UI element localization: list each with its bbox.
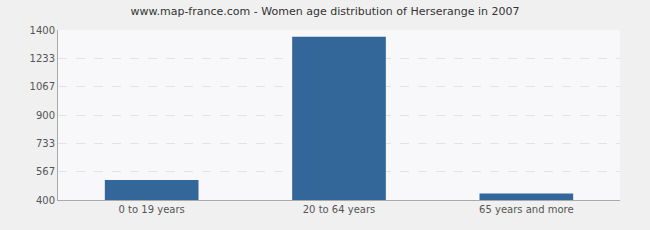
svg-text:65 years and more: 65 years and more — [479, 204, 574, 215]
svg-text:567: 567 — [36, 166, 55, 177]
svg-text:www.map-france.com - Women age: www.map-france.com - Women age distribut… — [130, 5, 519, 18]
svg-text:0 to 19 years: 0 to 19 years — [119, 204, 185, 215]
svg-text:733: 733 — [36, 138, 55, 149]
svg-text:20 to 64 years: 20 to 64 years — [303, 204, 376, 215]
svg-text:1067: 1067 — [30, 81, 55, 92]
svg-text:400: 400 — [36, 195, 55, 206]
svg-text:900: 900 — [36, 110, 55, 121]
svg-text:1400: 1400 — [30, 25, 55, 36]
svg-text:1233: 1233 — [30, 53, 55, 64]
